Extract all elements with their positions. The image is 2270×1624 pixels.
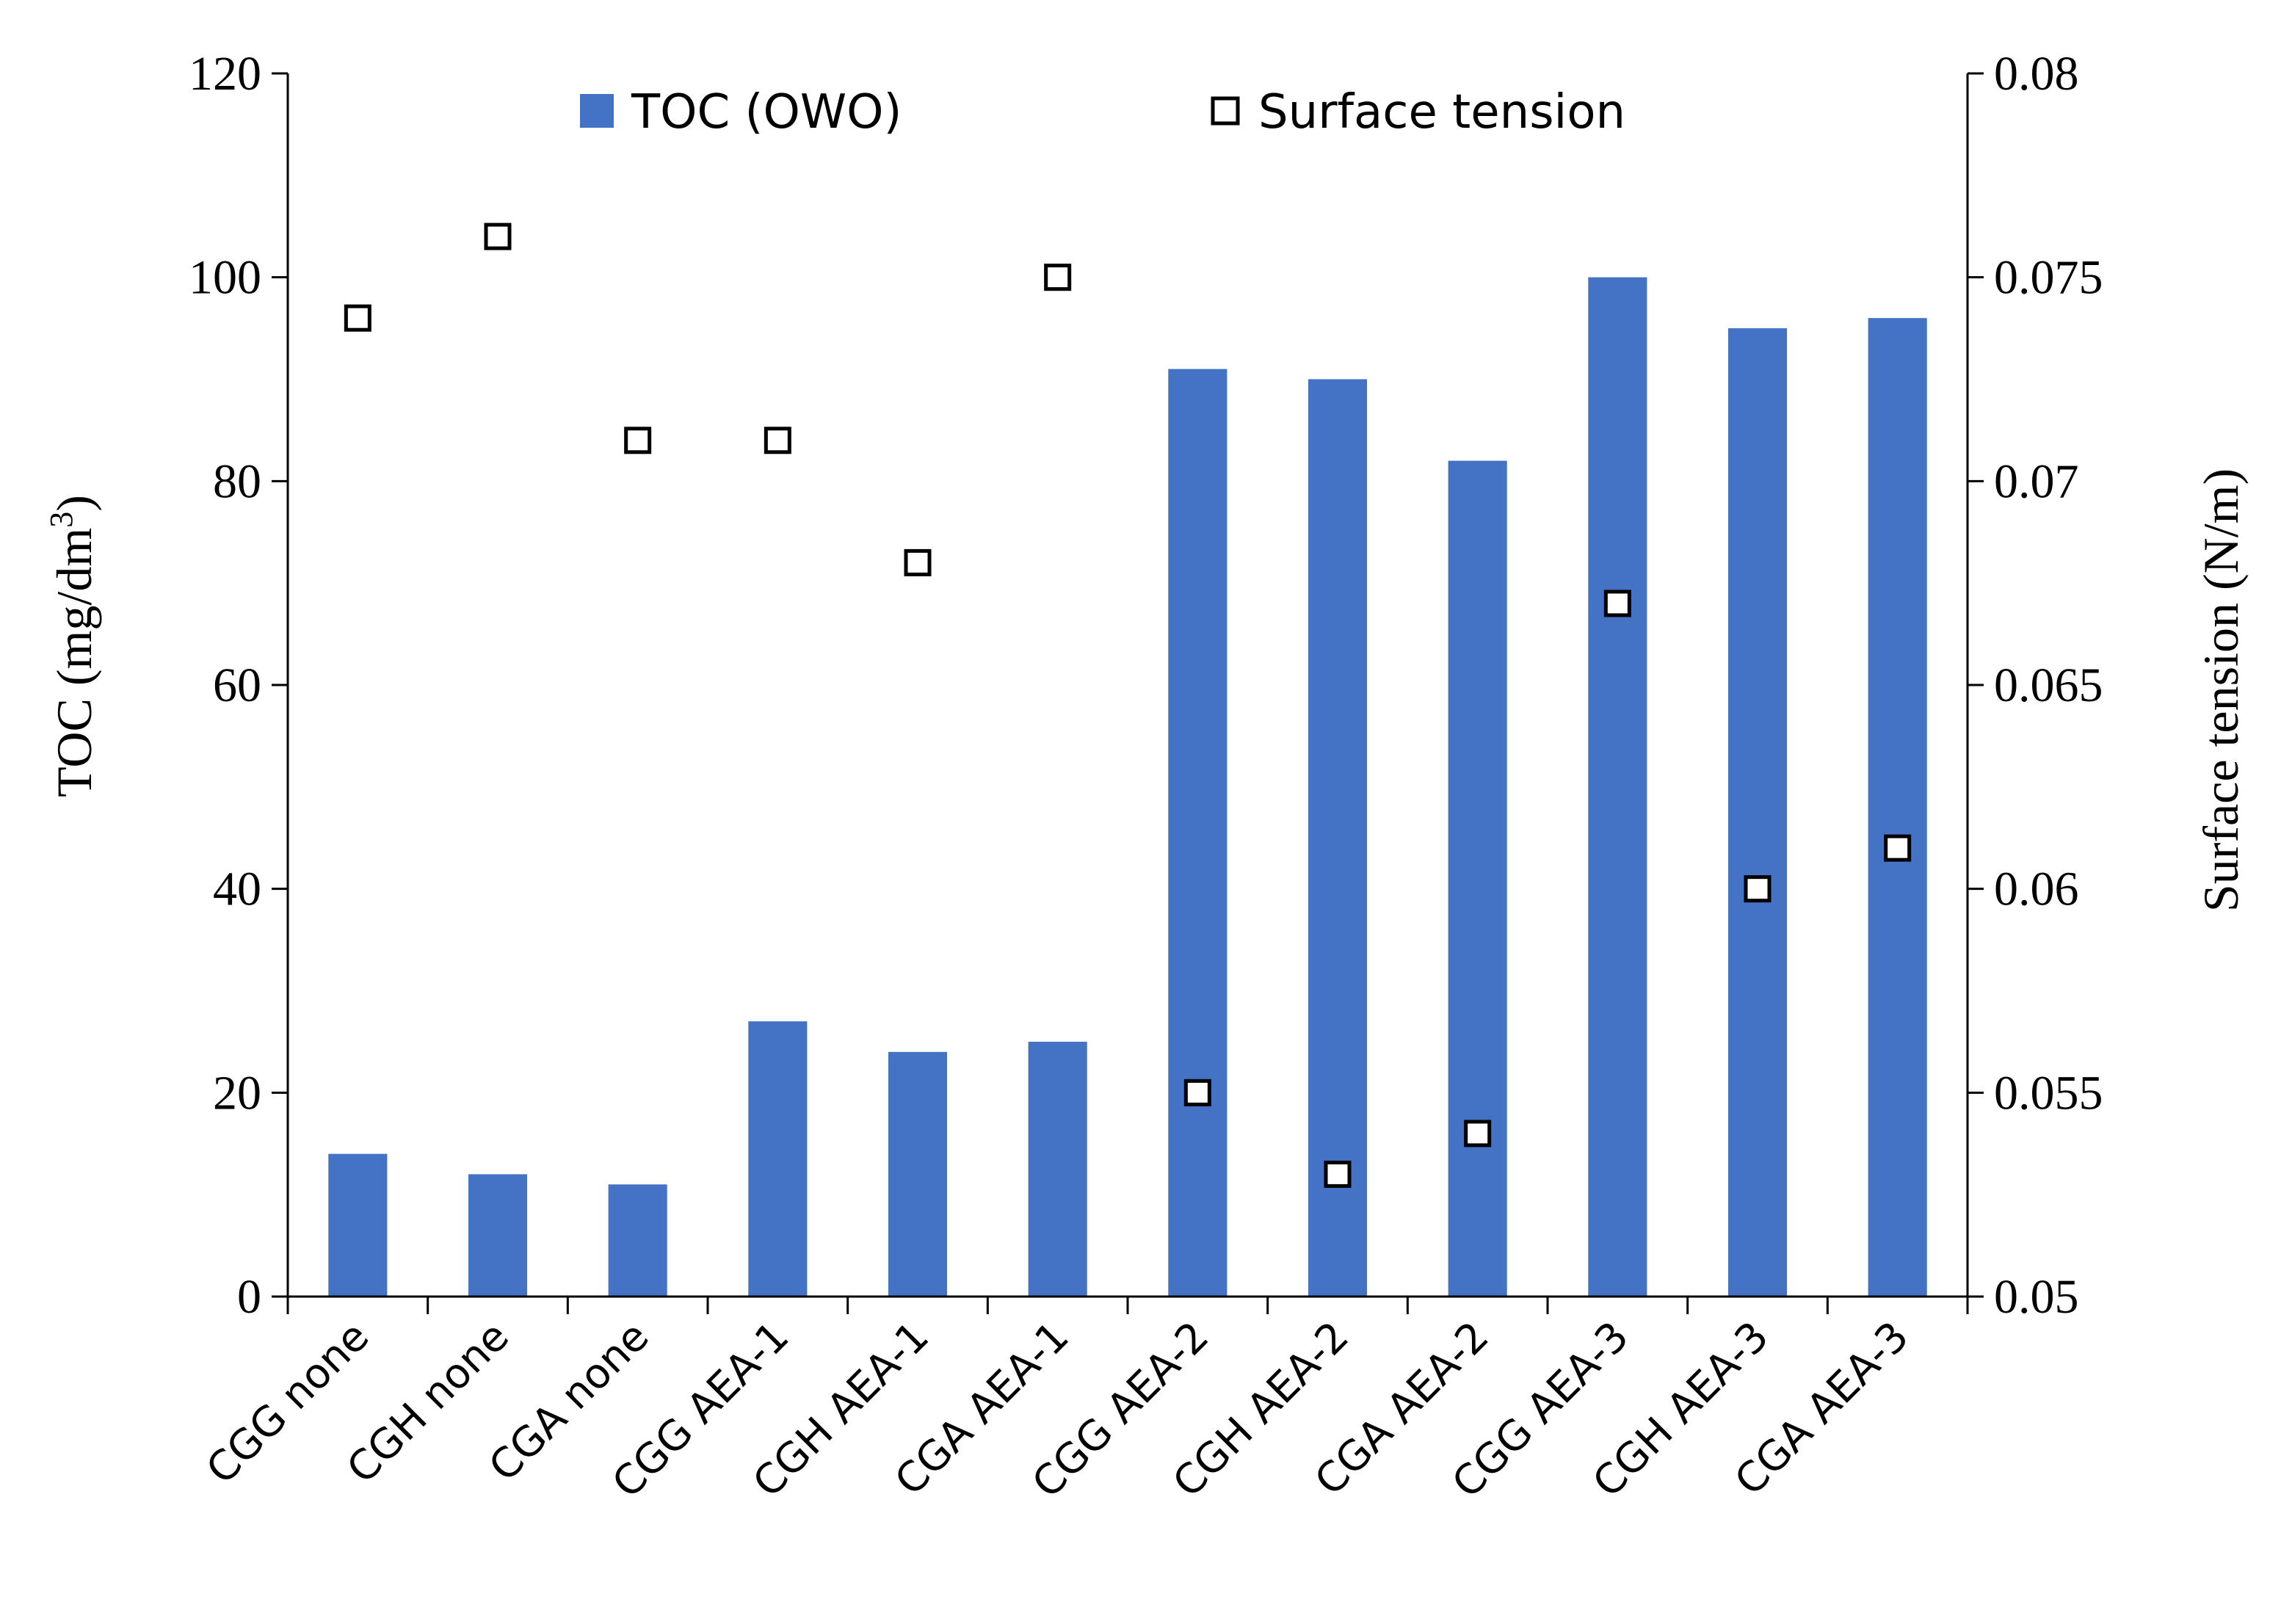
y-right-tick-label: 0.07	[1994, 454, 2079, 508]
toc-bar	[748, 1021, 808, 1297]
legend-surface-tension-marker	[1211, 96, 1240, 126]
surface-tension-marker	[1744, 875, 1772, 903]
legend-toc-swatch	[580, 94, 614, 128]
y-left-tick-label: 20	[213, 1066, 261, 1120]
toc-bar	[1588, 277, 1647, 1297]
y-right-tick-label: 0.08	[1994, 47, 2079, 101]
y-left-tick-label: 80	[213, 454, 261, 508]
bars-layer	[328, 277, 1927, 1297]
markers-layer	[344, 222, 1912, 1188]
y-left-tick-label: 0	[237, 1270, 261, 1324]
toc-bar	[468, 1174, 528, 1297]
toc-bar	[1727, 328, 1788, 1297]
legend: TOC (OWO) Surface tension	[580, 85, 1625, 139]
y-left-tick-label: 40	[213, 863, 261, 916]
y-right-tick-label: 0.055	[1994, 1066, 2103, 1120]
y-left-tick-label: 60	[213, 659, 261, 712]
surface-tension-marker	[344, 304, 371, 332]
y-left-axis-title: TOC (mg/dm3)	[43, 495, 102, 797]
axes-layer	[272, 72, 1984, 1314]
y-left-tick-label: 120	[189, 47, 261, 101]
toc-bar	[608, 1184, 667, 1297]
y-right-tick-label: 0.06	[1994, 863, 2079, 916]
y-right-tick-label: 0.05	[1994, 1270, 2079, 1324]
surface-tension-marker	[1044, 264, 1072, 291]
surface-tension-marker	[1884, 834, 1912, 862]
y-right-axis-title: Surface tension (N/m)	[2193, 468, 2249, 912]
legend-toc-label: TOC (OWO)	[631, 85, 902, 139]
surface-tension-marker	[1183, 1079, 1211, 1106]
toc-bar	[1448, 460, 1507, 1297]
toc-bar	[888, 1051, 948, 1297]
surface-tension-marker	[484, 222, 512, 250]
toc-bar	[328, 1153, 388, 1297]
toc-bar	[1028, 1041, 1087, 1297]
y-left-tick-label: 100	[189, 251, 261, 305]
y-right-tick-label: 0.075	[1994, 251, 2103, 305]
surface-tension-marker	[1464, 1120, 1492, 1148]
legend-surface-tension-label: Surface tension	[1258, 85, 1625, 139]
toc-bar	[1868, 318, 1927, 1297]
surface-tension-marker	[1324, 1160, 1352, 1188]
surface-tension-marker	[764, 427, 791, 454]
surface-tension-marker	[624, 427, 652, 454]
surface-tension-marker	[904, 548, 932, 576]
y-right-tick-label: 0.065	[1994, 659, 2103, 712]
toc-bar	[1168, 369, 1228, 1297]
surface-tension-marker	[1603, 590, 1631, 617]
toc-bar	[1308, 379, 1368, 1297]
